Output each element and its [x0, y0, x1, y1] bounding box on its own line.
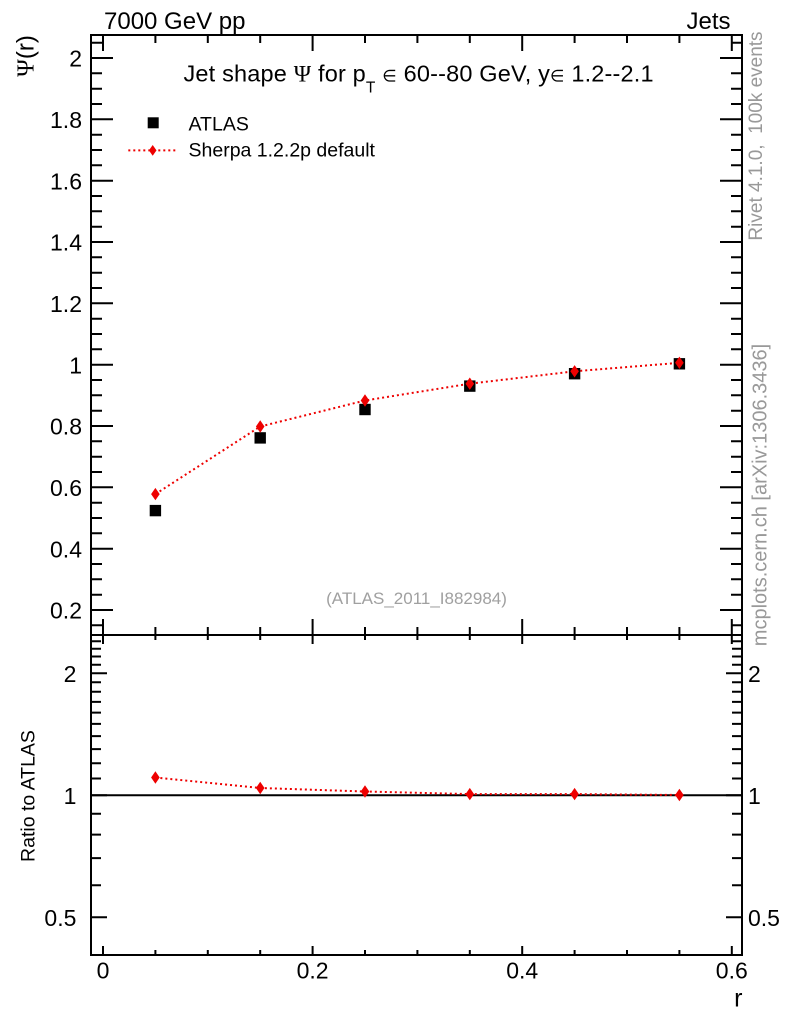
- svg-text:r: r: [734, 985, 742, 1013]
- svg-text:0.4: 0.4: [50, 536, 82, 562]
- svg-text:0.2: 0.2: [50, 598, 82, 624]
- svg-text:0.4: 0.4: [506, 958, 538, 984]
- svg-text:0.6: 0.6: [716, 958, 748, 984]
- svg-text:Jets: Jets: [686, 8, 730, 35]
- svg-text:Rivet 4.1.0, 100k events: Rivet 4.1.0, 100k events: [746, 31, 767, 240]
- svg-text:1.2: 1.2: [50, 291, 82, 317]
- svg-text:Sherpa 1.2.2p default: Sherpa 1.2.2p default: [189, 139, 376, 161]
- svg-text:mcplots.cern.ch [arXiv:1306.34: mcplots.cern.ch [arXiv:1306.3436]: [750, 344, 772, 646]
- svg-text:ATLAS: ATLAS: [189, 113, 249, 135]
- svg-text:1: 1: [69, 352, 82, 378]
- svg-text:0.5: 0.5: [44, 905, 76, 931]
- svg-text:2: 2: [64, 661, 77, 687]
- svg-text:1: 1: [64, 783, 77, 809]
- svg-text:0.6: 0.6: [50, 475, 82, 501]
- svg-text:0: 0: [97, 958, 110, 984]
- svg-text:0.2: 0.2: [297, 958, 329, 984]
- svg-text:1.8: 1.8: [50, 107, 82, 133]
- svg-text:2: 2: [748, 661, 761, 687]
- svg-text:1: 1: [748, 783, 761, 809]
- svg-text:0.8: 0.8: [50, 414, 82, 440]
- svg-text:2: 2: [69, 46, 82, 72]
- svg-text:0.5: 0.5: [748, 905, 780, 931]
- svg-text:7000 GeV pp: 7000 GeV pp: [104, 8, 245, 35]
- svg-text:Ψ(r): Ψ(r): [13, 35, 40, 77]
- svg-text:1.4: 1.4: [50, 230, 82, 256]
- svg-text:1.6: 1.6: [50, 168, 82, 194]
- svg-text:(ATLAS_2011_I882984): (ATLAS_2011_I882984): [326, 589, 507, 608]
- svg-text:Ratio to ATLAS: Ratio to ATLAS: [18, 730, 40, 862]
